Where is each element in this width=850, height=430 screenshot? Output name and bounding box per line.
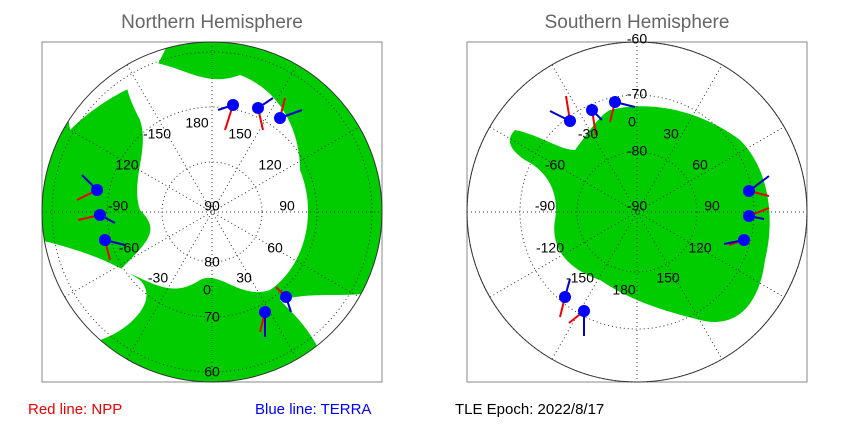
grid-label: 30 [236, 270, 252, 286]
grid-label: 90 [204, 198, 220, 214]
grid-label: 60 [267, 240, 283, 256]
grid-label: -30 [578, 126, 598, 142]
grid-label: 90 [279, 198, 295, 214]
panel-title: Southern Hemisphere [545, 12, 730, 33]
satellite-tracks [76, 95, 770, 337]
grid-label: 90 [704, 198, 720, 214]
south-grid [466, 41, 808, 383]
grid-label: 180 [612, 282, 636, 298]
grid-label: 0 [628, 114, 636, 130]
legend-npp: Red line: NPP [28, 401, 122, 418]
grid-label: -60 [627, 31, 647, 47]
grid-label: -90 [108, 198, 128, 214]
grid-label: 150 [228, 126, 252, 142]
grid-label: 60 [692, 157, 708, 173]
grid-label: 30 [663, 126, 679, 142]
grid-label: -150 [566, 270, 594, 286]
north-labels: -150 180 150 120 120 -90 90 90 -60 60 -3… [108, 115, 295, 380]
grid-label: 80 [204, 254, 220, 270]
grid-label: -30 [148, 270, 168, 286]
grid-label: 120 [258, 157, 282, 173]
grid-label: -150 [143, 126, 171, 142]
grid-label: 60 [204, 364, 220, 380]
grid-label: -60 [545, 157, 565, 173]
legend-terra: Blue line: TERRA [255, 401, 371, 418]
grid-label: 120 [688, 240, 712, 256]
north-grid [42, 42, 382, 382]
grid-label: 120 [115, 157, 139, 173]
grid-label: -60 [119, 240, 139, 256]
grid-label: 180 [185, 115, 209, 131]
tle-epoch: TLE Epoch: 2022/8/17 [455, 401, 604, 418]
grid-label: -80 [627, 143, 647, 159]
grid-label: -90 [627, 198, 647, 214]
grid-label: 0 [203, 282, 211, 298]
south-map [509, 106, 770, 322]
grid-label: 150 [656, 270, 680, 286]
panel-title: Northern Hemisphere [121, 12, 303, 33]
grid-label: -70 [627, 86, 647, 102]
grid-label: -120 [536, 240, 564, 256]
south-labels: -60 -70 -30 0 30 -60 -80 60 -90 -90 90 -… [535, 31, 720, 298]
grid-label: -90 [535, 198, 555, 214]
grid-label: 70 [204, 309, 220, 325]
